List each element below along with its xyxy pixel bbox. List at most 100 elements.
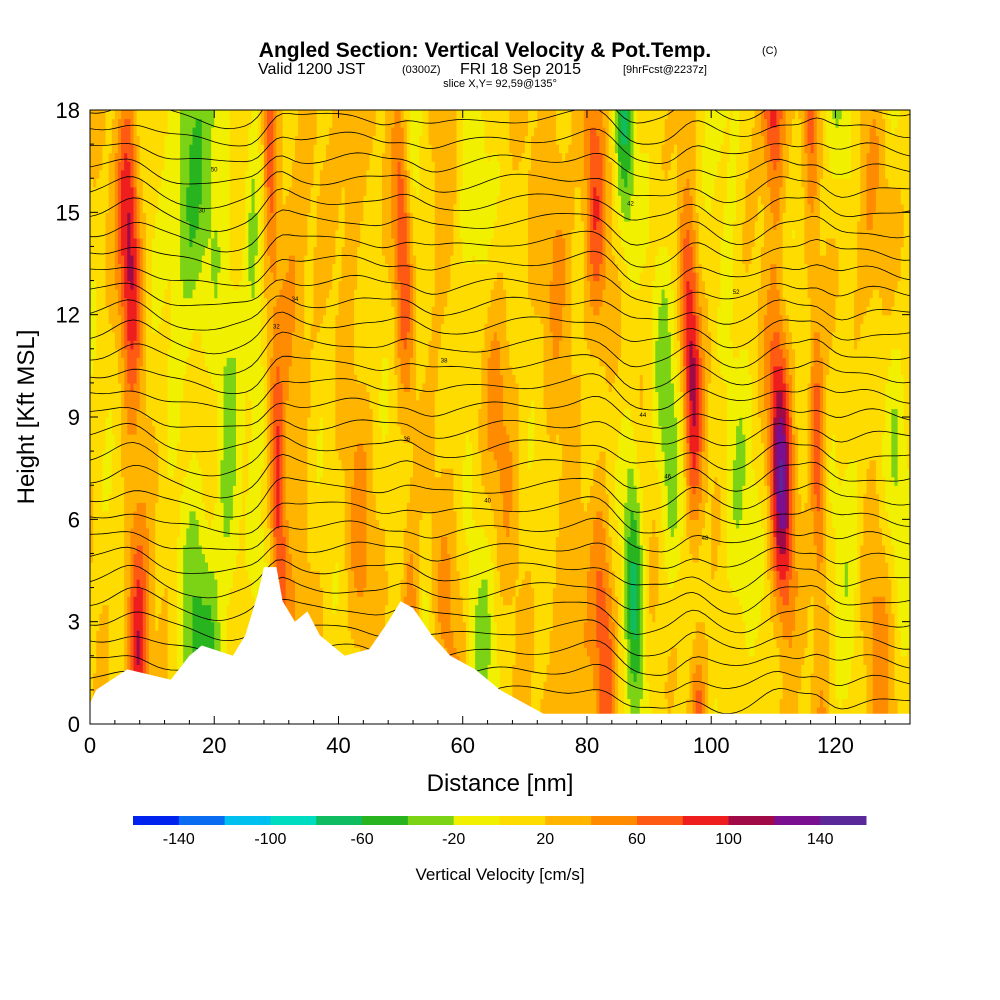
velocity-cell [885, 485, 910, 495]
velocity-cell [705, 391, 709, 401]
velocity-cell [335, 357, 355, 367]
velocity-cell [111, 459, 122, 469]
velocity-cell [229, 161, 250, 171]
velocity-cell [894, 672, 910, 682]
velocity-cell [680, 374, 684, 384]
velocity-cell [791, 434, 796, 444]
velocity-cell [717, 331, 731, 341]
velocity-cell [897, 587, 910, 597]
velocity-cell [285, 561, 293, 572]
velocity-cell [807, 280, 840, 290]
velocity-cell [211, 195, 231, 205]
velocity-cell [655, 340, 672, 350]
velocity-cell [295, 306, 305, 316]
velocity-cell [795, 374, 812, 384]
velocity-cell [624, 212, 632, 222]
velocity-cell [496, 212, 529, 222]
velocity-cell [403, 596, 417, 606]
velocity-cell [785, 451, 790, 461]
velocity-cell [782, 391, 787, 401]
velocity-cell [130, 630, 135, 640]
velocity-cell [850, 169, 861, 179]
velocity-cell [574, 186, 582, 196]
velocity-cell [453, 485, 464, 495]
velocity-cell [649, 604, 656, 614]
velocity-cell [124, 527, 131, 537]
velocity-cell [686, 280, 691, 290]
velocity-cell [270, 485, 274, 495]
velocity-cell [270, 544, 274, 555]
velocity-cell [698, 553, 712, 563]
velocity-cell [440, 468, 454, 478]
velocity-cell [130, 382, 135, 393]
velocity-cell [406, 178, 411, 188]
velocity-cell [145, 613, 150, 623]
velocity-cell [462, 604, 470, 614]
velocity-cell [276, 195, 284, 205]
velocity-cell [751, 442, 765, 452]
velocity-cell [409, 254, 417, 265]
velocity-cell [680, 340, 684, 350]
velocity-cell [705, 621, 746, 631]
velocity-cell [596, 570, 604, 580]
velocity-cell [708, 314, 719, 324]
velocity-cell [90, 596, 125, 606]
velocity-cell [121, 451, 159, 461]
velocity-cell [167, 664, 178, 674]
velocity-cell [490, 553, 498, 563]
velocity-cell [313, 280, 333, 290]
velocity-cell [127, 638, 131, 648]
velocity-cell [509, 348, 545, 358]
velocity-cell [493, 451, 514, 461]
velocity-cell [313, 246, 336, 256]
velocity-cell [639, 468, 660, 478]
velocity-cell [90, 229, 107, 239]
velocity-cell [605, 468, 616, 478]
velocity-cell [810, 391, 815, 401]
velocity-cell [652, 434, 663, 444]
velocity-cell [711, 348, 719, 358]
velocity-cell [636, 536, 641, 546]
velocity-cell [397, 246, 408, 256]
velocity-cell [891, 536, 910, 546]
velocity-cell [366, 527, 386, 537]
velocity-cell [813, 391, 821, 401]
velocity-cell [133, 229, 138, 239]
velocity-cell [242, 442, 250, 452]
velocity-cell [102, 502, 110, 512]
velocity-cell [701, 408, 706, 418]
velocity-cell [614, 195, 622, 205]
velocity-cell [130, 212, 135, 222]
velocity-cell [726, 459, 734, 469]
velocity-cell [500, 681, 514, 691]
velocity-cell [288, 263, 296, 273]
velocity-cell [155, 553, 178, 563]
velocity-cell [791, 561, 796, 572]
velocity-cell [801, 681, 812, 691]
velocity-cell [347, 570, 355, 580]
velocity-cell [624, 579, 628, 589]
velocity-cell [689, 365, 697, 375]
velocity-cell [695, 169, 703, 179]
velocity-cell [465, 434, 470, 444]
velocity-cell [875, 468, 883, 478]
velocity-cell [406, 579, 414, 589]
velocity-cell [515, 647, 535, 657]
velocity-cell [282, 152, 296, 162]
velocity-cell [167, 357, 187, 367]
velocity-cell [484, 331, 495, 341]
velocity-cell [338, 587, 349, 597]
velocity-cell [826, 237, 837, 248]
velocity-cell [518, 408, 532, 418]
velocity-cell [378, 519, 408, 529]
velocity-cell [770, 510, 774, 520]
velocity-cell [720, 254, 734, 265]
velocity-cell [130, 178, 135, 188]
velocity-cell [642, 647, 647, 657]
velocity-cell [211, 152, 231, 162]
velocity-cell [742, 220, 756, 230]
velocity-cell [608, 561, 613, 572]
velocity-cell [624, 681, 628, 691]
velocity-cell [270, 451, 274, 461]
velocity-cell [708, 485, 715, 495]
